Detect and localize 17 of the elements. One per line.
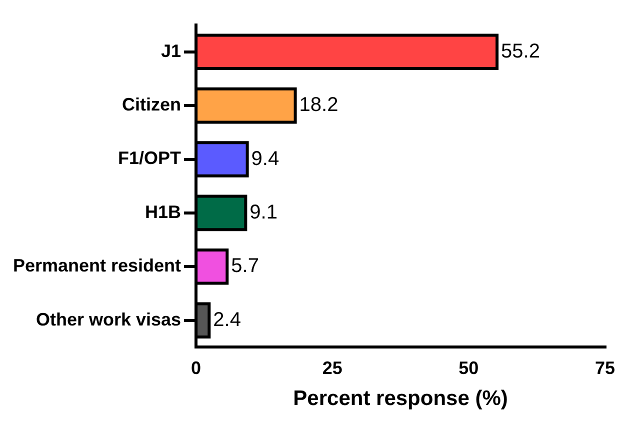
x-tick-label: 50	[458, 358, 479, 378]
y-tick-label: H1B	[145, 202, 182, 222]
y-tick-label: Other work visas	[36, 309, 182, 330]
y-tick-label: J1	[161, 40, 182, 61]
y-tick-label: F1/OPT	[118, 148, 182, 168]
data-label: 9.1	[250, 201, 278, 224]
x-tick-label: 75	[594, 358, 616, 378]
x-axis-title: Percent response (%)	[293, 387, 508, 410]
data-label: 2.4	[213, 308, 241, 331]
data-label: 5.7	[231, 255, 259, 278]
data-label: 18.2	[299, 94, 338, 116]
x-tick-label: 25	[322, 358, 342, 378]
data-label: 9.4	[251, 148, 280, 170]
data-label: 55.2	[501, 40, 540, 62]
y-tick-label: Permanent resident	[12, 256, 182, 276]
y-tick-label: Citizen	[122, 94, 182, 115]
x-tick-label: 0	[191, 358, 202, 378]
